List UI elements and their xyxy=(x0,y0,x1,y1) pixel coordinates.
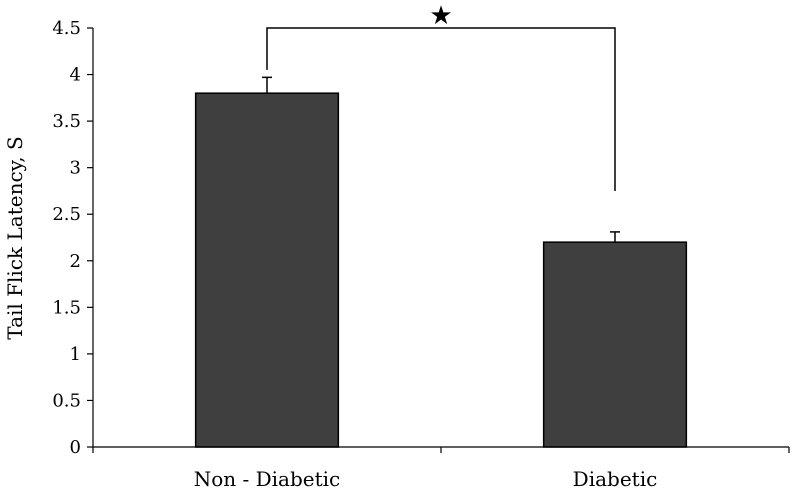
x-axis xyxy=(92,446,790,453)
y-tick-label: 4 xyxy=(70,65,81,86)
y-tick-label: 2.5 xyxy=(52,204,81,225)
y-tick-label: 4.5 xyxy=(52,18,81,39)
x-category-label: Non - Diabetic xyxy=(194,467,341,491)
y-tick-label: 0 xyxy=(70,437,81,458)
y-tick-label: 1 xyxy=(70,344,81,365)
y-tick-label: 3 xyxy=(70,158,81,179)
y-axis-title: Tail Flick Latency, S xyxy=(3,136,27,339)
significance-bracket: ★ xyxy=(266,1,616,191)
error-bars xyxy=(262,76,620,243)
x-category-label: Diabetic xyxy=(573,467,658,491)
y-axis: 0 0.5 1 1.5 2 2.5 3 3.5 4 4.5 xyxy=(52,18,94,458)
bar xyxy=(542,241,688,448)
bar xyxy=(194,92,340,448)
y-tick-label: 2 xyxy=(70,251,81,272)
bars xyxy=(194,92,688,448)
y-tick-label: 3.5 xyxy=(52,111,81,132)
y-tick-label: 1.5 xyxy=(52,297,81,318)
y-tick-label: 0.5 xyxy=(52,390,81,411)
x-axis-labels: Non - Diabetic Diabetic xyxy=(194,467,658,491)
significance-star: ★ xyxy=(429,1,452,31)
bracket-line xyxy=(266,27,616,191)
